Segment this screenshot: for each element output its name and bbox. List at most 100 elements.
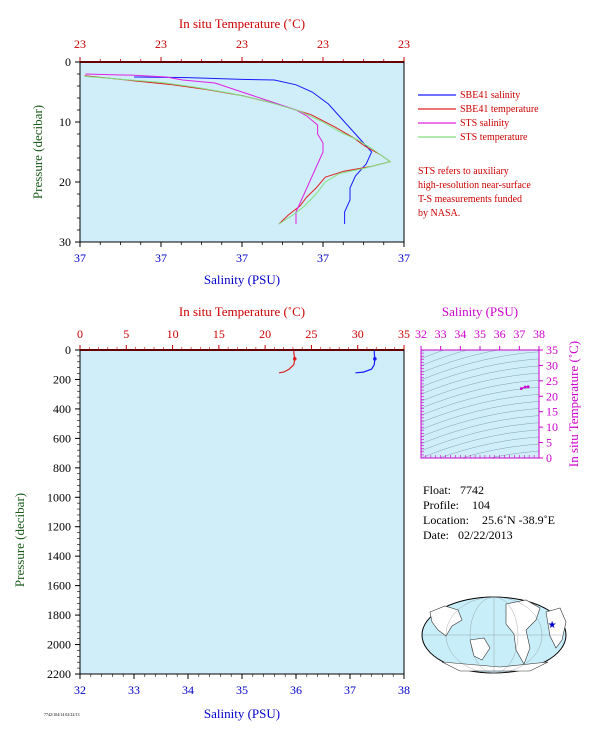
salinity-tick-label: 35 [236,683,248,697]
pressure-tick-label: 20 [59,175,71,189]
series-line-temperature [84,75,392,225]
salinity-tick-label: 36 [290,683,302,697]
density-contour [421,394,539,423]
world-map: ★ [421,596,567,674]
full-profile-chart: In situ Temperature (˚C) 0 5 10 15 20 25 30 35 … [12,304,410,721]
series-line-sts-temperature [84,75,392,225]
full-profile-plot-area [80,350,404,674]
ts-temperature-axis-title: In situ Temperature (˚C) [566,341,581,467]
temperature-tick-label: 35 [398,327,410,341]
pressure-tick-label: 400 [53,402,71,416]
legend-label: SBE41 temperature [460,104,539,115]
density-contour [421,372,539,402]
series-marker-salinity [373,357,377,361]
series-line-salinity [133,76,373,224]
profile-label: Profile: [423,498,459,512]
series-line-salinity [355,350,376,374]
map-continents [429,599,567,672]
legend: SBE41 salinity SBE41 temperature STS salin… [418,90,539,219]
series-line-temperature [278,350,296,374]
pressure-tick-label: 0 [65,343,71,357]
continent-australia [469,637,491,661]
salinity-tick-label: 37 [344,683,356,697]
float-info: Float: 7742 Profile: 104 Location: 25.6˚… [423,483,555,542]
pressure-tick-label: 2000 [47,638,71,652]
full-profile-temperature-ticks: 0 5 10 15 20 25 30 35 [77,327,410,351]
density-contour [421,350,499,373]
ts-temperature-tick-label: 25 [546,374,558,388]
location-value: 25.6˚N -38.9˚E [482,513,555,527]
temperature-tick-label: 23 [236,37,248,51]
salinity-tick-label: 38 [398,683,410,697]
continent-americas [505,599,541,665]
legend-note-line: high-resolution near-surface [418,180,531,191]
temperature-tick-label: 0 [77,327,83,341]
pressure-tick-label: 1800 [47,608,71,622]
ts-temperature-tick-label: 0 [546,451,552,465]
ts-salinity-tick-label: 35 [474,327,486,341]
salinity-tick-label: 32 [74,683,86,697]
density-contour [421,387,539,416]
ts-salinity-tick-label: 38 [533,327,545,341]
footer-code: 7742/104/14 02/22/13 [44,712,79,717]
near-surface-temperature-ticks: 23 23 23 23 23 [74,37,410,63]
near-surface-salinity-axis-title: Salinity (PSU) [204,272,280,287]
pressure-tick-label: 1200 [47,520,71,534]
salinity-tick-label: 37 [317,251,329,265]
full-profile-pressure-axis-title: Pressure (decibar) [12,493,27,587]
ts-point [526,385,530,389]
series-marker-temperature [292,357,297,361]
temperature-tick-label: 23 [74,37,86,51]
density-contour [421,422,539,452]
pressure-tick-label: 0 [65,55,71,69]
ts-temperature-tick-label: 30 [546,358,558,372]
ts-temperature-tick-label: 10 [546,420,558,434]
salinity-tick-label: 37 [398,251,410,265]
legend-label: STS salinity [460,118,509,129]
pressure-tick-label: 1600 [47,579,71,593]
ts-temperature-tick-label: 35 [546,343,558,357]
location-label: Location: [423,513,469,527]
pressure-tick-label: 600 [53,431,71,445]
legend-note-line: STS refers to auxiliary [418,166,509,177]
density-contour [421,415,539,444]
near-surface-chart: In situ Temperature (˚C) 23 23 23 23 23 37 37… [30,16,410,287]
ts-point [523,385,527,389]
series-line-sts-salinity [85,73,324,224]
density-contour [488,450,539,458]
salinity-tick-label: 37 [236,251,248,265]
near-surface-pressure-axis-title: Pressure (decibar) [30,105,45,199]
near-surface-plot-frame [79,61,405,243]
profile-value: 104 [472,498,490,512]
density-contour [421,350,445,359]
density-contour [421,408,539,437]
near-surface-temperature-axis-title: In situ Temperature (˚C) [179,16,305,31]
density-contour [460,443,539,458]
salinity-tick-label: 34 [182,683,194,697]
legend-label: STS temperature [460,132,528,143]
temperature-tick-label: 20 [259,327,271,341]
pressure-tick-label: 2200 [47,667,71,681]
density-contour [421,401,539,430]
temperature-tick-label: 30 [352,327,364,341]
full-profile-salinity-ticks: 32 33 34 35 36 37 38 [74,674,410,697]
ts-points [519,385,530,390]
map-graticule [422,596,566,674]
ts-salinity-ticks: 32 33 34 35 36 37 38 [415,327,545,458]
temperature-tick-label: 10 [167,327,179,341]
near-surface-salinity-ticks: 37 37 37 37 37 [74,242,410,265]
temperature-tick-label: 23 [317,37,329,51]
salinity-tick-label: 33 [128,683,140,697]
pressure-tick-label: 10 [59,115,71,129]
ts-temperature-tick-label: 20 [546,389,558,403]
temperature-tick-label: 5 [123,327,129,341]
temperature-tick-label: 25 [305,327,317,341]
continent-asia-west [429,605,463,637]
full-profile-pressure-ticks: 0 200 400 600 800 1000 1200 1400 1600 1800 2000 220… [47,343,80,681]
temperature-tick-label: 23 [155,37,167,51]
ts-salinity-tick-label: 32 [415,327,427,341]
ts-salinity-tick-label: 36 [494,327,506,341]
density-contour [421,365,539,395]
ts-salinity-axis-title: Salinity (PSU) [442,304,518,319]
